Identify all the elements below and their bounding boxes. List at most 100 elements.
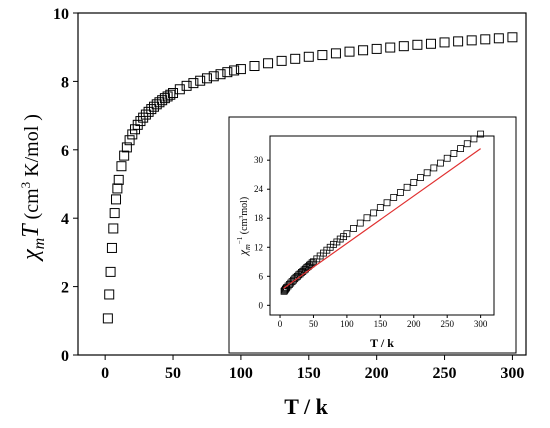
inset-data-point bbox=[477, 130, 485, 138]
inset-y-tick-label: 30 bbox=[254, 155, 264, 165]
main-data-point bbox=[132, 119, 143, 130]
main-plot-frame bbox=[77, 12, 527, 356]
main-data-point bbox=[108, 223, 119, 234]
main-data-point bbox=[157, 95, 168, 106]
inset-x-tick-label: 300 bbox=[474, 319, 488, 329]
inset-data-point bbox=[350, 225, 357, 232]
main-ylabel-subscript: m bbox=[31, 238, 48, 250]
inset-data-point bbox=[417, 174, 424, 182]
main-y-tick-label: 10 bbox=[53, 6, 69, 23]
main-data-point bbox=[159, 93, 170, 104]
inset-ylabel-superscript: −1 bbox=[236, 236, 244, 244]
main-data-point bbox=[215, 69, 226, 80]
main-data-point bbox=[174, 84, 185, 95]
main-data-point bbox=[453, 36, 464, 47]
inset-ylabel-unit-open: (cm bbox=[239, 218, 250, 236]
inset-ylabel-subscript: m bbox=[243, 244, 252, 250]
inset-plot-frame bbox=[269, 135, 495, 316]
main-data-point bbox=[235, 64, 246, 75]
main-data-point bbox=[371, 43, 382, 54]
main-y-tick-label: 4 bbox=[61, 211, 69, 228]
inset-data-point bbox=[463, 140, 471, 148]
inset-y-tick-label: 18 bbox=[254, 213, 264, 223]
main-data-point bbox=[507, 32, 518, 43]
main-ylabel-variable: T bbox=[18, 223, 44, 238]
main-data-point bbox=[201, 73, 212, 84]
inset-y-tick-label: 12 bbox=[254, 242, 263, 252]
inset-data-point bbox=[390, 194, 398, 201]
main-data-point bbox=[330, 48, 341, 59]
main-data-point bbox=[109, 208, 120, 219]
inset-data-point bbox=[376, 204, 384, 212]
inset-x-tick-label: 250 bbox=[440, 319, 454, 329]
main-data-point bbox=[119, 150, 130, 161]
main-data-point bbox=[165, 89, 176, 100]
main-data-point bbox=[344, 46, 355, 57]
main-data-point bbox=[412, 39, 423, 50]
main-data-points bbox=[102, 32, 518, 324]
main-data-point bbox=[168, 88, 179, 99]
main-data-point bbox=[249, 61, 260, 72]
inset-data-point bbox=[383, 199, 391, 207]
inset-data-point bbox=[457, 145, 464, 152]
main-x-axis-title: T / k bbox=[284, 394, 328, 419]
inset-x-axis-title: T / k bbox=[370, 336, 394, 350]
inset-data-point bbox=[370, 209, 378, 217]
main-data-point bbox=[116, 161, 127, 172]
inset-fit-line bbox=[283, 148, 481, 289]
main-data-point bbox=[140, 109, 151, 120]
main-data-point bbox=[162, 91, 173, 102]
main-data-point bbox=[425, 38, 436, 49]
inset-y-axis-title: χm−1 (cm3mol) bbox=[236, 197, 252, 256]
main-data-point bbox=[195, 75, 206, 86]
main-data-point bbox=[263, 58, 274, 69]
inset-data-point bbox=[423, 169, 431, 177]
inset-data-point bbox=[343, 230, 351, 238]
main-data-point bbox=[385, 42, 396, 53]
main-data-point bbox=[229, 65, 240, 76]
main-data-point bbox=[113, 174, 124, 185]
main-data-point bbox=[124, 135, 135, 146]
inset-ylabel-unit-close: mol) bbox=[239, 197, 250, 216]
main-data-point bbox=[138, 112, 149, 123]
main-ylabel-unit-close: K/mol ) bbox=[21, 114, 43, 182]
main-y-tick-label: 0 bbox=[61, 348, 69, 365]
main-y-tick-label: 8 bbox=[61, 74, 69, 91]
inset-data-point bbox=[450, 150, 458, 157]
main-data-point bbox=[303, 51, 314, 62]
inset-background bbox=[228, 116, 517, 354]
main-data-point bbox=[222, 67, 233, 78]
main-data-point bbox=[111, 194, 122, 205]
inset-x-tick-label: 100 bbox=[340, 319, 354, 329]
inset-data-point bbox=[396, 189, 404, 197]
main-data-point bbox=[105, 266, 116, 277]
main-data-point bbox=[106, 242, 117, 253]
inset-data-point bbox=[363, 214, 371, 222]
main-data-point bbox=[317, 50, 328, 61]
inset-data-point bbox=[308, 259, 316, 267]
main-data-point bbox=[480, 34, 491, 45]
inset-data-point bbox=[356, 219, 364, 227]
main-data-point bbox=[104, 289, 115, 300]
main-x-tick-label: 300 bbox=[500, 365, 524, 382]
inset-data-point bbox=[470, 135, 478, 143]
main-data-point bbox=[276, 55, 287, 66]
main-ylabel-unit-open: (cm bbox=[21, 188, 43, 225]
inset-y-tick-label: 24 bbox=[254, 184, 264, 194]
inset-x-tick-label: 200 bbox=[407, 319, 421, 329]
inset-x-tick-label: 0 bbox=[278, 319, 283, 329]
main-y-axis-title: χmT (cm3 K/mol ) bbox=[18, 114, 48, 262]
main-x-tick-label: 150 bbox=[297, 365, 321, 382]
inset-x-tick-label: 50 bbox=[309, 319, 319, 329]
main-data-point bbox=[493, 33, 504, 44]
inset-ylabel-unit-sup: 3 bbox=[239, 216, 245, 219]
main-data-point bbox=[466, 35, 477, 46]
main-data-point bbox=[121, 142, 132, 153]
inset-data-point bbox=[410, 179, 418, 186]
main-data-point bbox=[102, 313, 113, 324]
inset-data-point bbox=[437, 159, 444, 167]
main-x-tick-label: 0 bbox=[101, 365, 109, 382]
main-data-point bbox=[181, 80, 192, 91]
